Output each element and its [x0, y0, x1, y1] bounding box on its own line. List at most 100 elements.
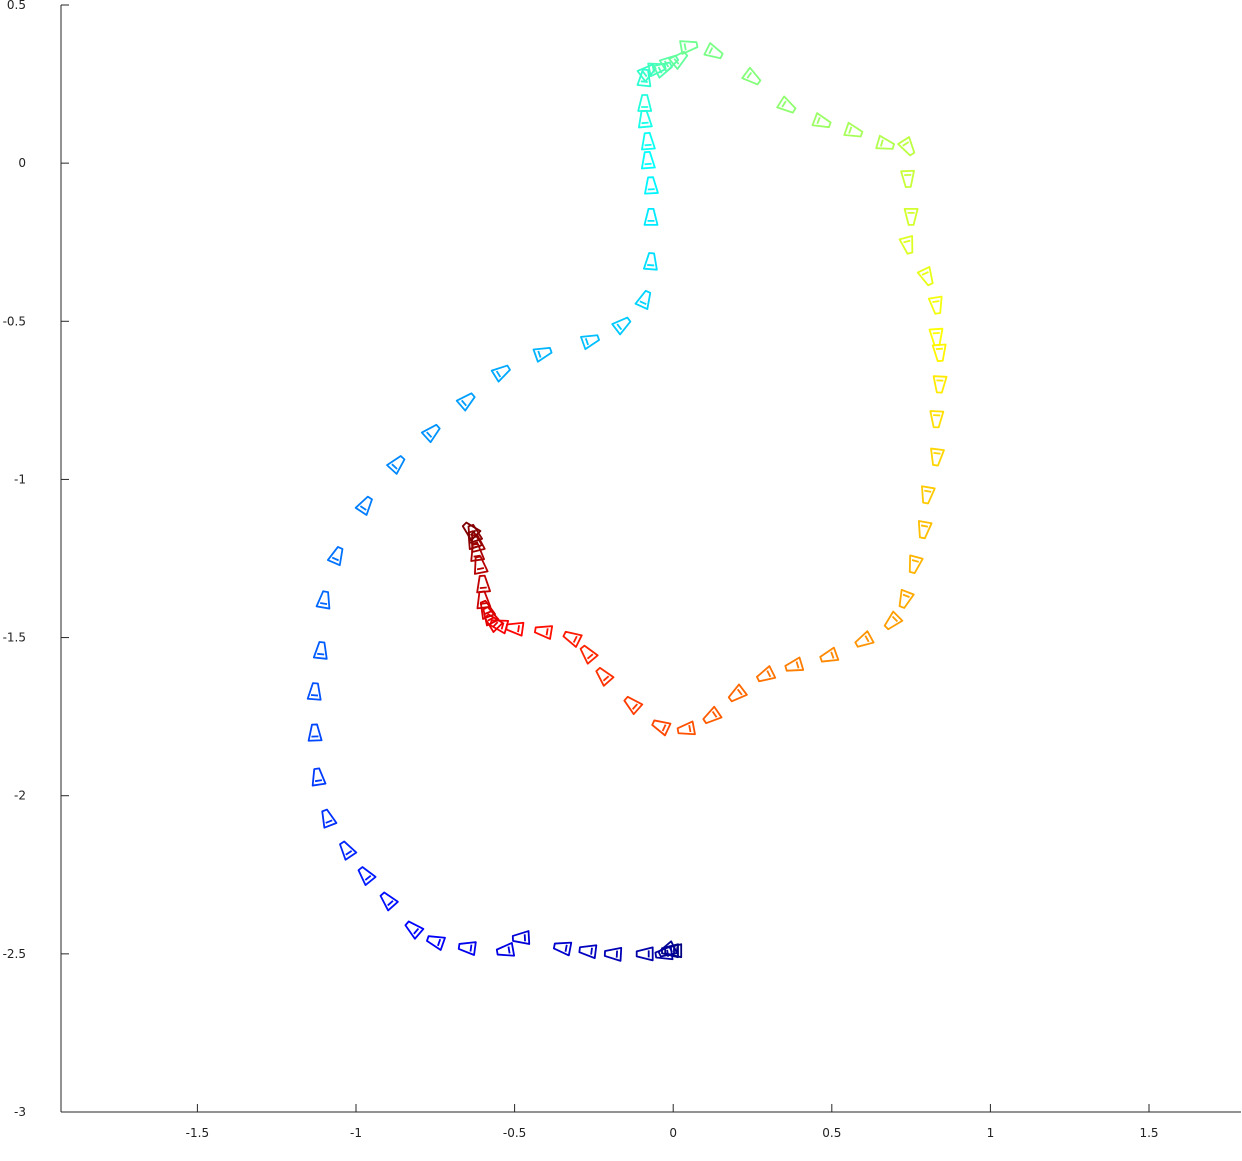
camera-pose-marker	[741, 66, 762, 86]
camera-pose-marker	[703, 42, 724, 60]
camera-pose-marker	[903, 207, 919, 226]
camera-pose-marker	[326, 546, 344, 567]
camera-pose-marker	[595, 666, 615, 687]
camera-pose-marker	[479, 599, 497, 620]
camera-pose-marker	[875, 134, 895, 150]
camera-pose-marker	[921, 485, 936, 505]
camera-pose-marker	[489, 619, 510, 635]
y-tick-label: -1	[14, 472, 26, 486]
camera-pose-marker	[647, 62, 667, 78]
camera-pose-marker	[339, 840, 358, 861]
x-tick-label: -1.5	[186, 1126, 209, 1140]
camera-pose-marker	[898, 235, 914, 255]
camera-pose-marker	[640, 150, 656, 170]
camera-pose-marker	[476, 574, 491, 594]
camera-pose-marker	[679, 40, 699, 55]
camera-pose-marker	[643, 207, 659, 226]
camera-pose-marker	[932, 375, 948, 394]
camera-pose-marker	[578, 944, 598, 960]
camera-pose-marker	[467, 530, 484, 551]
camera-pose-marker	[776, 95, 797, 114]
camera-pose-marker	[603, 946, 623, 962]
camera-pose-marker	[552, 941, 573, 957]
camera-pose-marker	[426, 935, 446, 951]
camera-pose-marker	[635, 946, 654, 962]
camera-pose-marker	[404, 920, 425, 940]
y-tick-label: -2	[14, 789, 26, 803]
camera-pose-marker	[676, 720, 696, 736]
camera-pose-marker	[637, 94, 653, 112]
camera-pose-marker	[651, 719, 672, 737]
camera-pose-marker	[533, 625, 554, 640]
camera-pose-marker	[658, 54, 680, 73]
camera-pose-marker	[929, 410, 945, 429]
camera-pose-marker	[315, 590, 331, 610]
camera-pose-marker	[784, 656, 805, 672]
camera-pose-marker	[654, 945, 674, 961]
camera-pose-marker	[854, 630, 875, 648]
camera-pose-marker	[917, 520, 933, 540]
camera-pose-marker	[819, 646, 840, 663]
camera-pose-marker	[307, 723, 323, 742]
camera-pose-marker	[311, 767, 327, 787]
camera-pose-marker	[306, 682, 322, 701]
camera-pose-marker	[930, 447, 945, 467]
camera-pose-marker	[668, 50, 689, 70]
axes: -1.5 -1 -0.5 0 0.5 1 1.5 0.5 0 -0.5 -1 -1.5 -2 -2.5 -…	[3, 0, 1241, 1140]
camera-pose-marker	[843, 121, 864, 138]
y-ticks: 0.5 0 -0.5 -1 -1.5 -2 -2.5 -3	[3, 0, 69, 1119]
camera-pose-marker	[883, 610, 904, 631]
camera-pose-marker	[756, 665, 777, 683]
camera-pose-marker	[611, 316, 632, 336]
camera-pose-marker	[455, 392, 476, 412]
camera-pose-marker	[357, 866, 377, 887]
camera-pose-marker	[643, 252, 658, 271]
camera-pose-marker	[908, 554, 924, 575]
camera-pose-marker	[916, 266, 934, 287]
y-tick-label: -0.5	[3, 314, 26, 328]
camera-trajectory	[306, 40, 948, 962]
camera-pose-marker	[579, 644, 599, 665]
camera-pose-marker	[702, 705, 723, 725]
camera-pose-marker	[623, 695, 644, 716]
camera-pose-marker	[644, 176, 659, 195]
camera-pose-marker	[484, 613, 504, 633]
camera-pose-marker	[473, 555, 489, 575]
x-ticks: -1.5 -1 -0.5 0 0.5 1 1.5	[186, 1104, 1159, 1140]
camera-pose-marker	[636, 68, 652, 88]
camera-pose-marker	[386, 455, 406, 475]
camera-pose-marker	[495, 942, 516, 957]
y-tick-label: -2.5	[3, 947, 26, 961]
camera-pose-marker	[470, 543, 485, 562]
camera-pose-marker	[931, 343, 947, 362]
camera-pose-marker	[354, 495, 373, 516]
camera-pose-marker	[927, 295, 943, 315]
camera-pose-marker	[637, 109, 653, 129]
camera-pose-marker	[457, 941, 477, 956]
camera-pose-marker	[811, 112, 832, 129]
x-tick-label: 1.5	[1139, 1126, 1158, 1140]
camera-pose-marker	[490, 364, 511, 383]
camera-pose-marker	[898, 588, 915, 609]
camera-pose-marker	[928, 327, 944, 347]
camera-pose-marker	[511, 930, 531, 945]
camera-pose-marker	[532, 346, 553, 363]
x-tick-label: 1	[987, 1126, 995, 1140]
camera-pose-marker	[321, 808, 338, 829]
camera-pose-marker	[580, 334, 600, 351]
y-tick-label: -3	[14, 1105, 26, 1119]
x-tick-label: 0.5	[822, 1126, 841, 1140]
y-tick-label: 0.5	[7, 0, 26, 12]
camera-pose-marker	[562, 630, 583, 648]
camera-pose-marker	[461, 521, 482, 542]
camera-pose-marker	[379, 891, 399, 912]
camera-pose-marker	[420, 423, 441, 444]
camera-pose-marker	[900, 169, 915, 189]
camera-pose-marker	[652, 61, 673, 79]
x-tick-label: 0	[669, 1126, 677, 1140]
camera-pose-marker	[634, 289, 652, 310]
camera-pose-marker	[897, 136, 916, 157]
y-tick-label: -1.5	[3, 631, 26, 645]
camera-pose-marker	[641, 131, 656, 151]
